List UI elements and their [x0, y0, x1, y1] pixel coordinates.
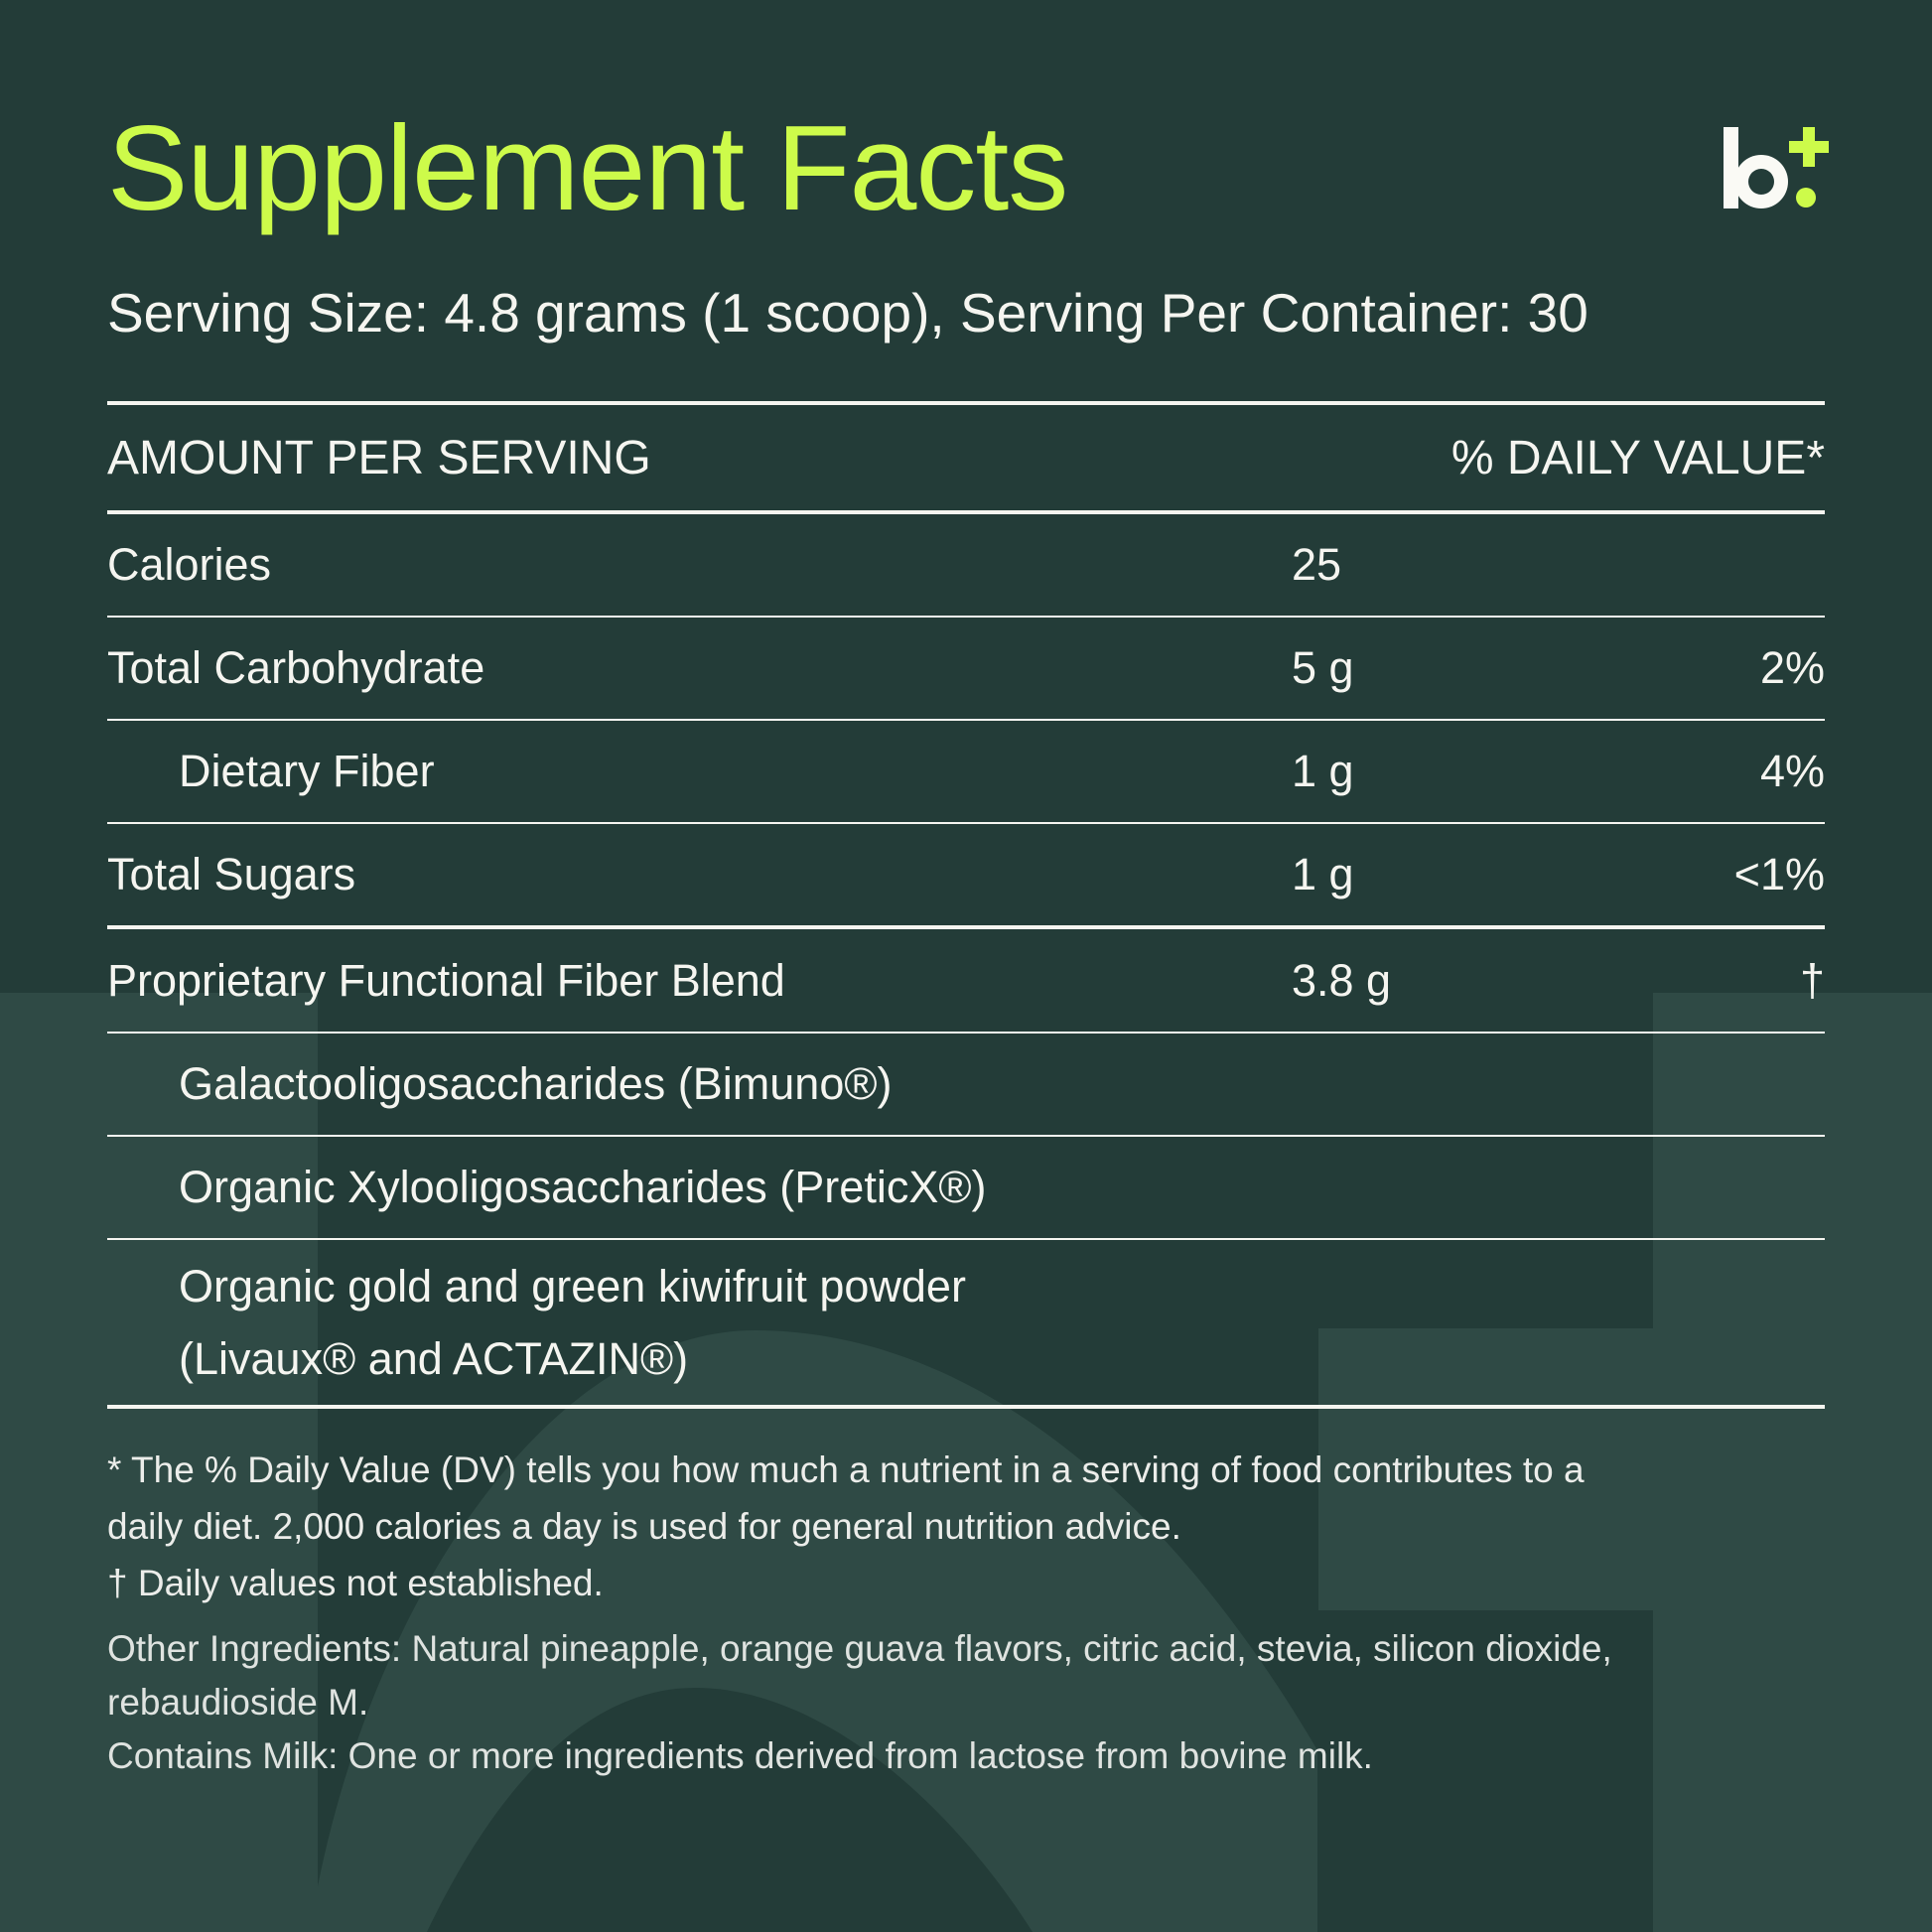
footnotes: * The % Daily Value (DV) tells you how m…: [107, 1442, 1835, 1611]
divider: [107, 510, 1825, 514]
table-row: Dietary Fiber 1 g 4%: [107, 721, 1825, 822]
daily-value-column-header: % DAILY VALUE*: [1450, 431, 1825, 484]
amount-column-header: AMOUNT PER SERVING: [107, 431, 651, 484]
nutrient-amount: 5 g: [1292, 642, 1354, 693]
nutrient-dv: †: [1799, 954, 1825, 1006]
divider: [107, 925, 1825, 929]
table-header: AMOUNT PER SERVING % DAILY VALUE*: [107, 405, 1825, 510]
dv-footnote-line1: * The % Daily Value (DV) tells you how m…: [107, 1449, 1585, 1490]
nutrient-name: Total Carbohydrate: [107, 642, 485, 693]
nutrient-name: Proprietary Functional Fiber Blend: [107, 954, 785, 1006]
nutrient-dv: 2%: [1759, 642, 1825, 693]
table-row: Organic gold and green kiwifruit powder …: [107, 1240, 1825, 1405]
other-ingredients: Other Ingredients: Natural pineapple, or…: [107, 1622, 1835, 1783]
table-row: Calories 25: [107, 514, 1825, 616]
page-title: Supplement Facts: [107, 100, 1068, 235]
facts-table: AMOUNT PER SERVING % DAILY VALUE* Calori…: [107, 401, 1825, 1409]
divider: [107, 1238, 1825, 1240]
table-row: Organic Xylooligosaccharides (PreticX®): [107, 1137, 1825, 1238]
nutrient-amount: 1 g: [1292, 849, 1354, 899]
table-row: Proprietary Functional Fiber Blend 3.8 g…: [107, 929, 1825, 1032]
divider: [107, 1032, 1825, 1034]
table-row: Total Sugars 1 g <1%: [107, 824, 1825, 925]
allergen-statement: Contains Milk: One or more ingredients d…: [107, 1735, 1373, 1776]
divider: [107, 401, 1825, 405]
nutrient-amount: 3.8 g: [1292, 954, 1392, 1006]
ingredient-name-line2: (Livaux® and ACTAZIN®): [179, 1333, 689, 1384]
nutrient-dv: <1%: [1733, 849, 1825, 899]
nutrient-name: Calories: [107, 539, 272, 590]
ingredient-name-line1: Organic gold and green kiwifruit powder: [179, 1261, 966, 1311]
table-row: Galactooligosaccharides (Bimuno®): [107, 1034, 1825, 1135]
divider: [107, 1405, 1825, 1409]
divider: [107, 719, 1825, 721]
divider: [107, 616, 1825, 618]
ingredient-name: Organic gold and green kiwifruit powder …: [107, 1250, 1292, 1395]
ingredient-name: Organic Xylooligosaccharides (PreticX®): [179, 1162, 987, 1212]
other-ingredients-line1: Other Ingredients: Natural pineapple, or…: [107, 1628, 1612, 1669]
dv-footnote-line2: daily diet. 2,000 calories a day is used…: [107, 1506, 1181, 1547]
dagger-footnote: † Daily values not established.: [107, 1563, 604, 1603]
nutrient-amount: 1 g: [1292, 746, 1354, 796]
divider: [107, 822, 1825, 824]
brand-logo-icon: [1724, 127, 1829, 208]
other-ingredients-line2: rebaudioside M.: [107, 1682, 369, 1723]
nutrient-dv: 4%: [1759, 746, 1825, 796]
ingredient-name: Galactooligosaccharides (Bimuno®): [179, 1058, 893, 1109]
serving-info: Serving Size: 4.8 grams (1 scoop), Servi…: [107, 282, 1588, 344]
nutrient-name: Total Sugars: [107, 849, 356, 899]
nutrient-name: Dietary Fiber: [179, 746, 435, 796]
table-row: Total Carbohydrate 5 g 2%: [107, 618, 1825, 719]
divider: [107, 1135, 1825, 1137]
nutrient-amount: 25: [1292, 539, 1342, 590]
